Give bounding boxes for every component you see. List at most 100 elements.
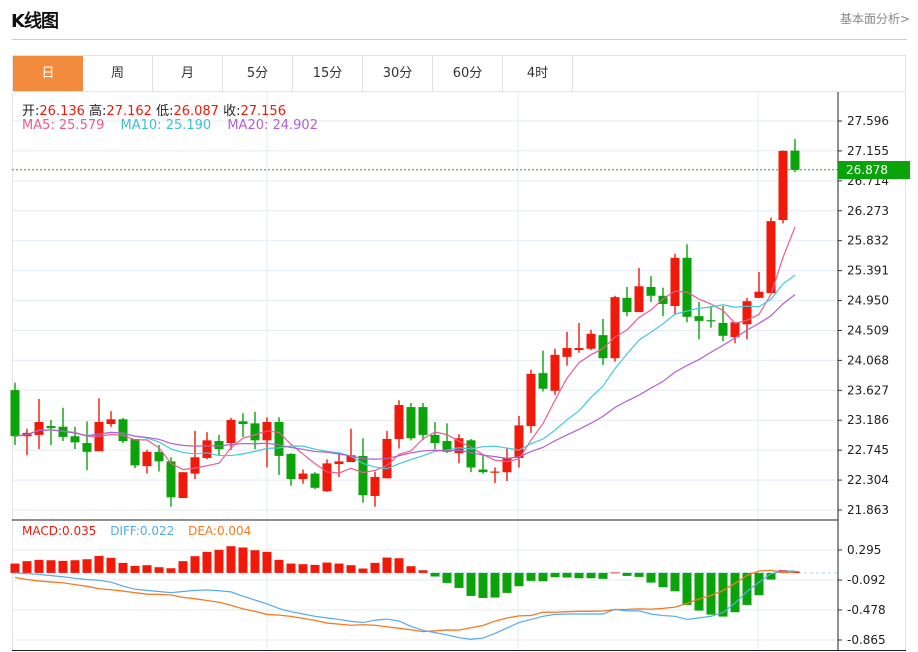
- candle: [454, 434, 464, 464]
- candle-body: [82, 443, 92, 452]
- macd-bar: [466, 572, 476, 596]
- candle-body: [430, 434, 440, 444]
- tab-15min[interactable]: 15分: [293, 56, 363, 91]
- macd-bar: [370, 562, 380, 573]
- price-tick-label: 24.068: [847, 353, 889, 367]
- diff-legend-value: DIFF:0.022: [110, 524, 175, 538]
- macd-bar: [634, 572, 644, 577]
- candle: [70, 426, 80, 450]
- candle: [190, 430, 200, 479]
- macd-bar: [598, 572, 608, 579]
- tab-week[interactable]: 周: [83, 56, 153, 91]
- candle: [742, 297, 752, 340]
- macd-bar: [694, 572, 704, 611]
- candle-body: [634, 286, 644, 313]
- macd-bar: [454, 572, 464, 588]
- ma5-legend: MA5: 25.579: [22, 118, 105, 133]
- candle-body: [682, 257, 692, 317]
- macd-bar: [514, 572, 524, 587]
- macd-bar: [430, 572, 440, 577]
- macd-bar: [118, 562, 128, 573]
- candle-body: [106, 419, 116, 425]
- candle: [250, 411, 260, 450]
- macd-tick-label: 0.295: [847, 543, 881, 557]
- tab-60min[interactable]: 60分: [433, 56, 503, 91]
- macd-bar: [58, 560, 68, 573]
- macd-bar: [526, 572, 536, 581]
- macd-bar: [10, 563, 20, 573]
- ma-legend: MA5: 25.579 MA10: 25.190 MA20: 24.902: [22, 118, 318, 133]
- candle: [370, 471, 380, 507]
- candle: [502, 448, 512, 482]
- candle: [526, 369, 536, 433]
- macd-bar: [298, 564, 308, 573]
- candle: [658, 287, 668, 317]
- macd-bar: [310, 564, 320, 573]
- candle: [130, 438, 140, 469]
- candle: [214, 434, 224, 456]
- macd-bar: [562, 572, 572, 578]
- macd-bar: [214, 549, 224, 573]
- macd-bar: [238, 547, 248, 573]
- candle: [766, 217, 776, 294]
- macd-bar: [142, 565, 152, 573]
- candle-body: [502, 457, 512, 473]
- macd-bar: [262, 551, 272, 573]
- candle-body: [310, 473, 320, 488]
- candle-body: [394, 405, 404, 439]
- low-value: 26.087: [173, 104, 219, 119]
- candle-body: [778, 150, 788, 221]
- tab-4hour[interactable]: 4时: [503, 56, 573, 91]
- macd-bar: [322, 562, 332, 573]
- candle-body: [406, 407, 416, 439]
- tab-day[interactable]: 日: [13, 56, 83, 91]
- macd-bar: [346, 565, 356, 573]
- candle: [790, 139, 800, 173]
- candle: [646, 276, 656, 302]
- candle-body: [334, 461, 344, 465]
- candle-body: [58, 426, 68, 437]
- candle-body: [454, 438, 464, 454]
- candle-body: [358, 455, 368, 496]
- price-tick-label: 22.745: [847, 443, 889, 457]
- diff-line: [14, 570, 796, 640]
- candle-body: [514, 425, 524, 458]
- candle: [598, 318, 608, 365]
- candle: [706, 305, 716, 328]
- candle-body: [526, 373, 536, 427]
- macd-legend-value: MACD:0.035: [22, 524, 97, 538]
- candle-body: [346, 455, 356, 463]
- price-tick-label: 26.273: [847, 204, 889, 218]
- candle: [682, 244, 692, 323]
- macd-bar: [334, 563, 344, 573]
- tab-month[interactable]: 月: [153, 56, 223, 91]
- candle-body: [658, 295, 668, 304]
- candle-body: [154, 451, 164, 462]
- price-tick-label: 24.509: [847, 323, 889, 337]
- fundamental-analysis-link[interactable]: 基本面分析>: [839, 12, 910, 26]
- candle-body: [466, 440, 476, 468]
- close-value: 27.156: [240, 104, 286, 119]
- macd-bar: [442, 572, 452, 583]
- candle-body: [706, 320, 716, 322]
- tab-5min[interactable]: 5分: [223, 56, 293, 91]
- candle: [94, 398, 104, 452]
- low-label: 低:: [156, 104, 174, 119]
- price-tick-label: 22.304: [847, 473, 889, 487]
- candle: [238, 413, 248, 437]
- candle-body: [574, 348, 584, 351]
- candle-body: [550, 354, 560, 391]
- candle-body: [190, 457, 200, 474]
- candle: [730, 322, 740, 344]
- candle-body: [142, 451, 152, 467]
- candle: [754, 272, 764, 298]
- tab-30min[interactable]: 30分: [363, 56, 433, 91]
- macd-bar: [94, 555, 104, 573]
- period-tabs: 日 周 月 5分 15分 30分 60分 4时: [12, 55, 906, 91]
- close-label: 收:: [223, 104, 241, 119]
- macd-bar: [106, 557, 116, 573]
- price-tick-label: 21.863: [847, 503, 889, 517]
- macd-bar: [394, 558, 404, 573]
- high-label: 高:: [89, 104, 107, 119]
